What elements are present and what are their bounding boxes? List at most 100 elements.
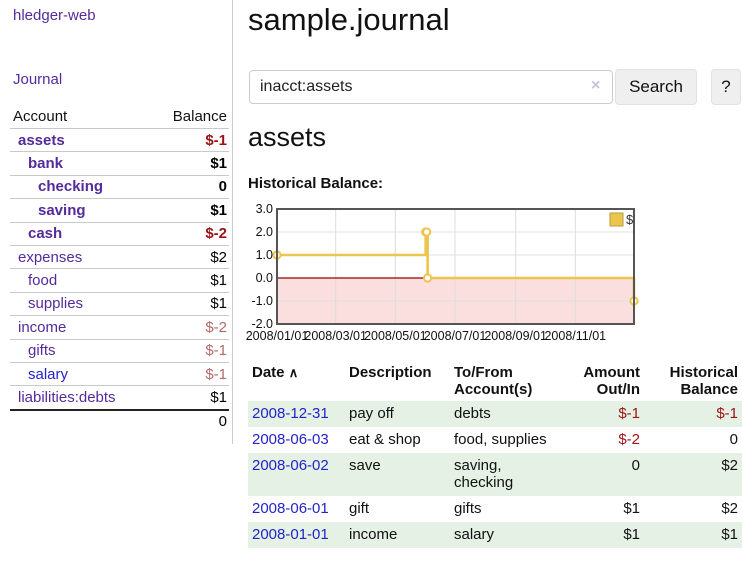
register-header-row: Date ∧ Description To/From Account(s) Am… xyxy=(248,362,742,401)
register-table: Date ∧ Description To/From Account(s) Am… xyxy=(248,362,742,548)
column-header-accounts: To/From Account(s) xyxy=(454,364,533,398)
transaction-date: 2008-01-01 xyxy=(248,522,345,548)
transaction-date-link[interactable]: 2008-06-01 xyxy=(252,500,329,517)
account-link[interactable]: income xyxy=(18,318,67,336)
account-row: expenses $2 xyxy=(10,244,229,268)
transaction-balance: $1 xyxy=(644,522,742,548)
account-row: food $1 xyxy=(10,268,229,291)
account-row: bank $1 xyxy=(10,151,229,174)
transaction-date: 2008-06-02 xyxy=(248,453,345,496)
transaction-date-link[interactable]: 2008-01-01 xyxy=(252,526,329,543)
chart-title: Historical Balance: xyxy=(248,175,384,192)
transaction-description: eat & shop xyxy=(349,431,421,448)
svg-text:-2.0: -2.0 xyxy=(251,317,273,331)
sidebar: hledger-web Journal Account Balance asse… xyxy=(0,0,233,444)
column-header-balance: Historical Balance xyxy=(669,364,738,398)
account-balance: $1 xyxy=(210,272,227,290)
transaction-description: gift xyxy=(349,500,370,517)
column-header-description: Description xyxy=(349,364,432,381)
accounts-table-header: Account Balance xyxy=(10,105,229,128)
account-link[interactable]: food xyxy=(28,272,58,290)
svg-text:$: $ xyxy=(626,212,634,227)
transaction-amount: $1 xyxy=(623,500,640,517)
account-row: checking 0 xyxy=(10,174,229,198)
transaction-description: income xyxy=(345,522,450,548)
transaction-row: 2008-06-03 eat & shop food, supplies $-2 0 xyxy=(248,427,742,453)
account-link[interactable]: cash xyxy=(28,225,63,243)
column-header-date[interactable]: Date ∧ xyxy=(252,364,298,381)
search-input[interactable] xyxy=(249,70,613,104)
transaction-amount: $-2 xyxy=(618,431,640,448)
transaction-date-link[interactable]: 2008-12-31 xyxy=(252,405,329,422)
account-row: liabilities:debts $1 xyxy=(10,385,229,408)
transaction-accounts: saving, checking xyxy=(450,453,570,496)
transaction-date: 2008-12-31 xyxy=(248,401,345,427)
account-balance: $2 xyxy=(210,248,227,266)
account-heading: assets xyxy=(248,122,327,152)
svg-text:2.0: 2.0 xyxy=(256,225,273,239)
svg-text:2008/03/01: 2008/03/01 xyxy=(304,329,367,343)
svg-text:-1.0: -1.0 xyxy=(251,294,273,308)
account-link[interactable]: expenses xyxy=(18,248,83,266)
sidebar-item-journal[interactable]: Journal xyxy=(13,71,63,88)
account-row: income $-2 xyxy=(10,315,229,338)
page-title: sample.journal xyxy=(248,2,450,37)
account-balance: $1 xyxy=(210,155,227,173)
transaction-accounts: salary xyxy=(450,522,570,548)
svg-text:3.0: 3.0 xyxy=(256,202,273,216)
transaction-date-link[interactable]: 2008-06-03 xyxy=(252,431,329,448)
svg-text:2008/09/01: 2008/09/01 xyxy=(484,329,547,343)
historical-balance-chart: $3.0 2.0 1.0 0.0 -1.0 -2.0 2008/01/01 2008/03/0… xyxy=(246,202,742,353)
clear-search-icon[interactable]: × xyxy=(591,77,601,94)
transaction-row: 2008-12-31 pay off debts $-1 $-1 xyxy=(248,401,742,427)
transaction-date-link[interactable]: 2008-06-02 xyxy=(252,457,329,474)
transaction-amount: 0 xyxy=(570,453,644,496)
brand-link[interactable]: hledger-web xyxy=(13,7,96,24)
account-link[interactable]: salary xyxy=(28,365,69,383)
account-row: supplies $1 xyxy=(10,291,229,315)
account-link[interactable]: checking xyxy=(38,178,104,196)
accounts-table: Account Balance assets $-1 bank $1 checking 0… xyxy=(10,105,229,433)
account-link[interactable]: saving xyxy=(38,201,86,219)
sort-ascending-icon: ∧ xyxy=(288,365,298,380)
account-balance: $1 xyxy=(210,295,227,313)
accounts-header-account: Account xyxy=(13,108,68,125)
transaction-row: 2008-06-01 gift gifts $1 $2 xyxy=(248,496,742,522)
account-row: saving $1 xyxy=(10,198,229,221)
transaction-date: 2008-06-01 xyxy=(248,496,345,522)
account-link[interactable]: assets xyxy=(18,131,65,149)
svg-text:2008/07/01: 2008/07/01 xyxy=(424,329,487,343)
account-row: cash $-2 xyxy=(10,221,229,245)
svg-text:2008/05/01: 2008/05/01 xyxy=(364,329,427,343)
transaction-balance: 0 xyxy=(729,431,738,448)
svg-text:1.0: 1.0 xyxy=(256,248,273,262)
transaction-balance: $2 xyxy=(644,453,742,496)
account-balance: $-2 xyxy=(205,318,227,336)
transaction-amount: $1 xyxy=(570,522,644,548)
account-balance: $-1 xyxy=(205,342,227,360)
help-button[interactable]: ? xyxy=(711,69,741,105)
transaction-accounts: gifts xyxy=(454,500,482,517)
account-row: salary $-1 xyxy=(10,361,229,385)
transaction-accounts: debts xyxy=(450,401,570,427)
accounts-total-balance: 0 xyxy=(218,413,227,431)
account-link[interactable]: supplies xyxy=(28,295,84,313)
svg-text:2008/11/01: 2008/11/01 xyxy=(544,329,606,343)
account-row: gifts $-1 xyxy=(10,338,229,362)
transaction-row: 2008-01-01 income salary $1 $1 xyxy=(248,522,742,548)
column-header-amount: Amount Out/In xyxy=(583,364,640,398)
account-balance: $1 xyxy=(210,201,227,219)
transaction-balance: $-1 xyxy=(644,401,742,427)
account-row: assets $-1 xyxy=(10,128,229,151)
account-link[interactable]: gifts xyxy=(28,342,56,360)
transaction-date: 2008-06-03 xyxy=(248,427,345,453)
account-link[interactable]: liabilities:debts xyxy=(18,388,116,406)
account-link[interactable]: bank xyxy=(28,155,64,173)
transaction-description: pay off xyxy=(345,401,450,427)
svg-text:2008/01/01: 2008/01/01 xyxy=(246,329,309,343)
account-balance: 0 xyxy=(218,178,227,196)
transaction-row: 2008-06-02 save saving, checking 0 $2 xyxy=(248,453,742,496)
search-button[interactable]: Search xyxy=(615,69,697,105)
account-balance: $-2 xyxy=(205,225,227,243)
